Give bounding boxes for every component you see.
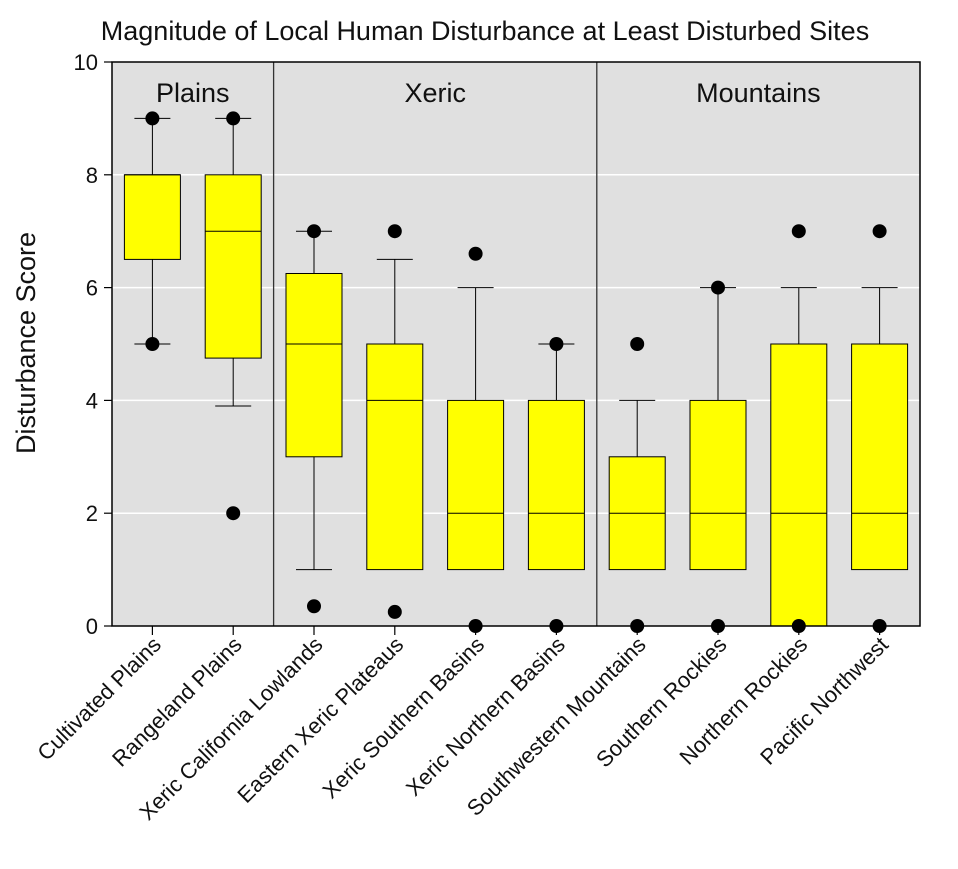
box-group <box>608 337 666 633</box>
region-label: Plains <box>156 78 230 108</box>
box-group <box>851 224 909 633</box>
y-tick-label: 10 <box>74 50 98 75</box>
box <box>447 399 505 571</box>
box-group <box>285 224 343 614</box>
box-group <box>123 111 181 351</box>
outlier-point <box>226 506 241 521</box>
y-tick-label: 0 <box>86 614 98 639</box>
box <box>366 343 424 571</box>
box <box>527 399 585 571</box>
y-axis-ticks: 0 2 4 6 8 10 <box>74 50 112 639</box>
outlier-point <box>387 604 402 619</box>
y-tick-label: 4 <box>86 388 98 413</box>
x-tick-label: Eastern Xeric Plateaus <box>232 632 408 808</box>
region-separators <box>272 62 598 626</box>
box-group <box>770 224 828 633</box>
box-group <box>689 280 747 633</box>
x-tick-label: Xeric Southern Basins <box>318 632 490 804</box>
box-group <box>366 224 424 619</box>
region-label: Mountains <box>696 78 821 108</box>
outlier-point <box>226 111 241 126</box>
outlier-point <box>307 599 321 614</box>
y-tick-label: 6 <box>86 276 98 301</box>
y-axis-label: Disturbance Score <box>11 232 41 454</box>
chart-title: Magnitude of Local Human Disturbance at … <box>101 16 869 46</box>
outlier-point <box>872 224 887 239</box>
region-label: Xeric <box>404 78 466 108</box>
outlier-point <box>145 111 160 126</box>
box-series <box>123 111 909 633</box>
box-group <box>447 246 505 633</box>
outlier-point <box>468 246 483 261</box>
plot-frame <box>111 61 921 627</box>
box <box>770 343 828 627</box>
y-tick-label: 2 <box>86 501 98 526</box>
y-tick-label: 8 <box>86 163 98 188</box>
box <box>689 399 747 571</box>
outlier-point <box>145 337 160 351</box>
outlier-point <box>711 280 725 295</box>
outlier-point <box>549 337 564 351</box>
box-group <box>204 111 262 521</box>
outlier-point <box>791 224 806 239</box>
region-labels: Plains Xeric Mountains <box>156 78 821 108</box>
box <box>285 273 343 458</box>
box-group <box>527 337 585 633</box>
x-tick-label: Xeric Northern Basins <box>401 632 570 801</box>
box <box>851 343 909 571</box>
outlier-point <box>387 224 402 239</box>
outlier-point <box>630 337 645 351</box>
outlier-point <box>307 224 321 239</box>
box <box>123 174 181 260</box>
box <box>204 174 262 359</box>
